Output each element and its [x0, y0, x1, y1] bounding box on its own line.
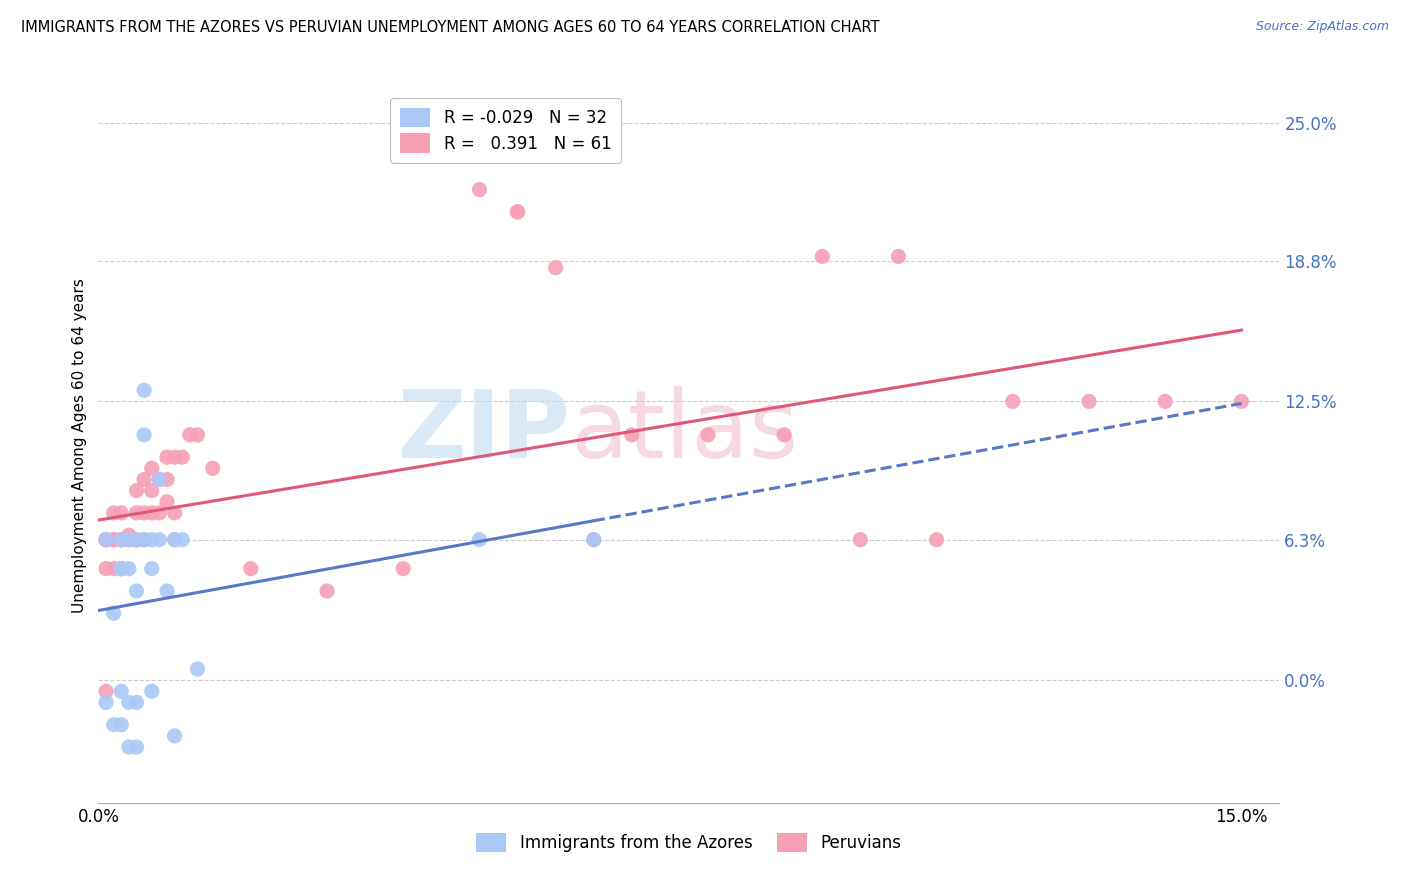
Point — [239, 562, 262, 576]
Point — [134, 533, 156, 547]
Point — [125, 583, 148, 598]
Point — [582, 533, 605, 547]
Point — [148, 472, 170, 486]
Point — [110, 533, 132, 547]
Point — [156, 583, 179, 598]
Point — [156, 472, 179, 486]
Text: Source: ZipAtlas.com: Source: ZipAtlas.com — [1256, 20, 1389, 33]
Point — [506, 204, 529, 219]
Point — [163, 533, 186, 547]
Point — [125, 533, 148, 547]
Point — [103, 506, 125, 520]
Point — [125, 483, 148, 498]
Point — [887, 249, 910, 264]
Point — [186, 427, 208, 442]
Point — [110, 562, 132, 576]
Point — [110, 533, 132, 547]
Point — [118, 533, 141, 547]
Point — [134, 533, 156, 547]
Text: atlas: atlas — [571, 385, 799, 478]
Point — [118, 696, 141, 710]
Text: ZIP: ZIP — [398, 385, 571, 478]
Point — [110, 562, 132, 576]
Point — [134, 472, 156, 486]
Point — [1154, 394, 1177, 409]
Point — [103, 607, 125, 621]
Point — [125, 533, 148, 547]
Point — [110, 506, 132, 520]
Point — [110, 533, 132, 547]
Y-axis label: Unemployment Among Ages 60 to 64 years: Unemployment Among Ages 60 to 64 years — [72, 278, 87, 614]
Point — [141, 506, 163, 520]
Point — [156, 494, 179, 508]
Point — [172, 450, 194, 464]
Point — [697, 427, 720, 442]
Point — [163, 533, 186, 547]
Point — [148, 472, 170, 486]
Point — [179, 427, 201, 442]
Point — [156, 450, 179, 464]
Point — [148, 533, 170, 547]
Point — [1078, 394, 1101, 409]
Point — [172, 533, 194, 547]
Point — [141, 684, 163, 698]
Point — [94, 684, 117, 698]
Point — [118, 533, 141, 547]
Point — [316, 583, 339, 598]
Point — [94, 533, 117, 547]
Point — [125, 533, 148, 547]
Point — [125, 740, 148, 755]
Point — [94, 533, 117, 547]
Point — [582, 533, 605, 547]
Point — [94, 696, 117, 710]
Point — [148, 506, 170, 520]
Point — [110, 717, 132, 731]
Point — [110, 684, 132, 698]
Point — [103, 533, 125, 547]
Point — [1230, 394, 1253, 409]
Point — [134, 506, 156, 520]
Point — [118, 528, 141, 542]
Point — [620, 427, 643, 442]
Point — [94, 533, 117, 547]
Point — [392, 562, 415, 576]
Legend: Immigrants from the Azores, Peruvians: Immigrants from the Azores, Peruvians — [470, 826, 908, 859]
Point — [118, 533, 141, 547]
Point — [125, 533, 148, 547]
Point — [141, 562, 163, 576]
Point — [468, 182, 491, 196]
Point — [125, 506, 148, 520]
Point — [103, 717, 125, 731]
Point — [163, 506, 186, 520]
Point — [186, 662, 208, 676]
Point — [110, 533, 132, 547]
Point — [94, 533, 117, 547]
Point — [849, 533, 872, 547]
Point — [163, 729, 186, 743]
Point — [544, 260, 567, 275]
Point — [118, 562, 141, 576]
Point — [506, 204, 529, 219]
Point — [141, 533, 163, 547]
Point — [125, 696, 148, 710]
Point — [468, 533, 491, 547]
Point — [925, 533, 948, 547]
Point — [141, 461, 163, 475]
Point — [163, 450, 186, 464]
Point — [103, 562, 125, 576]
Point — [94, 562, 117, 576]
Point — [103, 533, 125, 547]
Point — [141, 483, 163, 498]
Text: IMMIGRANTS FROM THE AZORES VS PERUVIAN UNEMPLOYMENT AMONG AGES 60 TO 64 YEARS CO: IMMIGRANTS FROM THE AZORES VS PERUVIAN U… — [21, 20, 880, 35]
Point — [110, 562, 132, 576]
Point — [773, 427, 796, 442]
Point — [811, 249, 834, 264]
Point — [201, 461, 224, 475]
Point — [134, 383, 156, 397]
Point — [118, 740, 141, 755]
Point — [1001, 394, 1024, 409]
Point — [103, 533, 125, 547]
Point — [110, 533, 132, 547]
Point — [134, 427, 156, 442]
